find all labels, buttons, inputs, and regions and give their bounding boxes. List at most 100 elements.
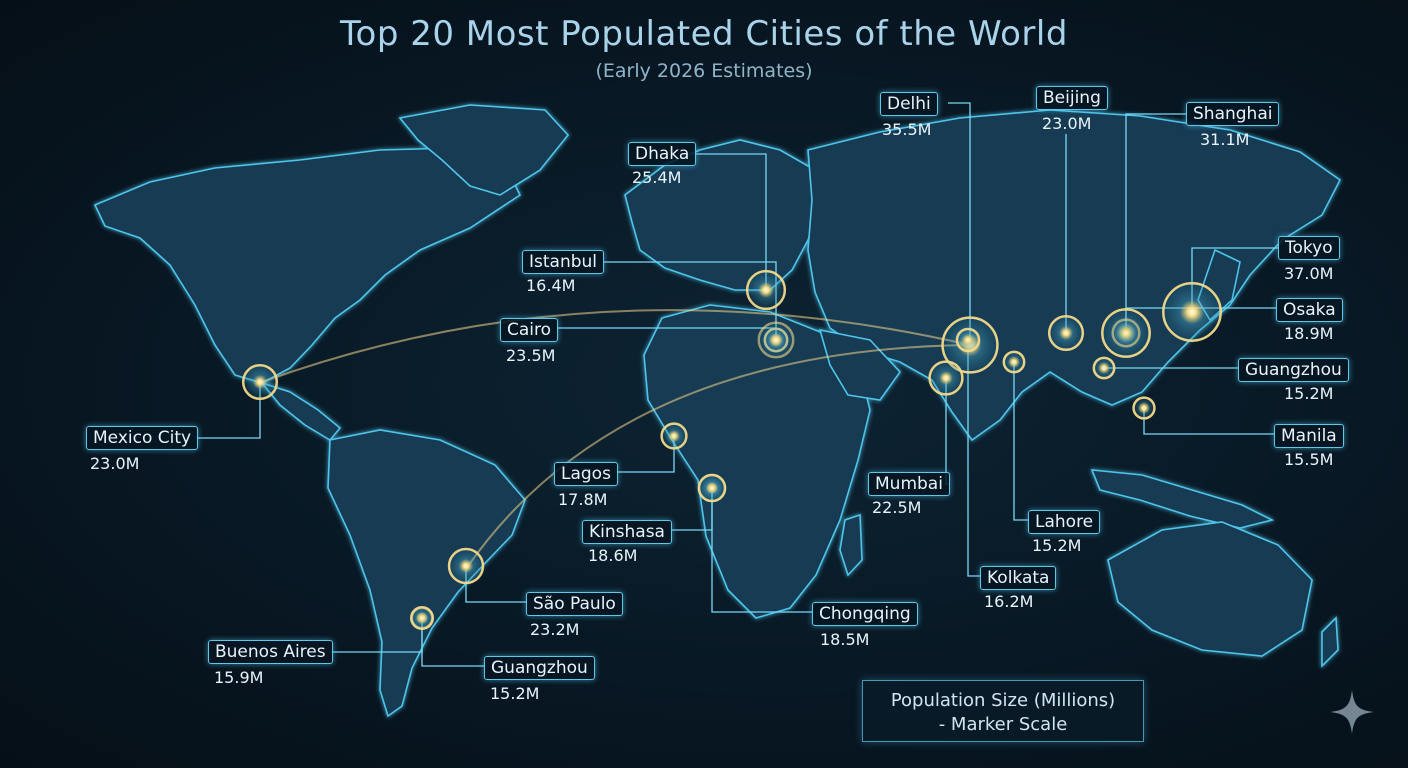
city-name-tokyo: Tokyo [1278, 236, 1340, 260]
city-name-chongqing: Chongqing [812, 602, 918, 626]
city-marker-lagos [660, 422, 688, 450]
leader-line-shanghai [1125, 113, 1186, 333]
leader-line-dhaka [692, 153, 767, 290]
marker-core [939, 371, 953, 385]
new-zealand [1321, 616, 1339, 668]
city-name-beijing: Beijing [1036, 86, 1108, 110]
city-population-osaka: 18.9M [1284, 324, 1334, 343]
city-marker-chongqing [697, 473, 727, 503]
city-name-kinshasa: Kinshasa [582, 520, 672, 544]
arc-saopaulo-to-asia [467, 344, 969, 567]
city-marker-s-o-paulo [447, 547, 485, 585]
city-population-cairo: 23.5M [506, 346, 556, 365]
marker-core [416, 612, 428, 624]
city-population-tokyo: 37.0M [1284, 264, 1334, 283]
city-population-kolkata: 16.2M [984, 592, 1034, 611]
greenland [398, 104, 570, 196]
city-population-mexico-city: 23.0M [90, 454, 140, 473]
marker-core [1138, 402, 1150, 414]
leader-line-manila [1143, 408, 1274, 435]
city-marker-beijing [1047, 314, 1085, 352]
city-population-s-o-paulo: 23.2M [530, 620, 580, 639]
city-population-buenos-aires: 15.9M [214, 668, 264, 687]
city-marker-mexico-city [241, 363, 279, 401]
australia [1107, 521, 1313, 657]
city-name-osaka: Osaka [1276, 298, 1343, 322]
city-marker-guangzhou [410, 606, 434, 630]
marker-core [458, 558, 474, 574]
city-population-lagos: 17.8M [558, 490, 608, 509]
city-marker-dhaka [745, 269, 787, 311]
city-markers [241, 269, 1222, 631]
marker-core [668, 430, 680, 442]
north-america [93, 147, 522, 384]
city-population-lahore: 15.2M [1032, 536, 1082, 555]
city-marker-osaka [1111, 318, 1141, 348]
sparkle-icon [1330, 690, 1374, 734]
central-america [259, 381, 342, 442]
city-name-manila: Manila [1274, 424, 1344, 448]
city-name-guangzhou: Guangzhou [1238, 358, 1349, 382]
leader-line-chongqing [711, 488, 812, 613]
southeast-asia-islands [1090, 469, 1275, 529]
city-name-s-o-paulo: São Paulo [526, 592, 623, 616]
city-name-mexico-city: Mexico City [86, 426, 199, 450]
city-population-delhi: 35.5M [882, 120, 932, 139]
asia [807, 109, 1342, 442]
marker-core [1120, 327, 1132, 339]
city-name-lagos: Lagos [554, 462, 618, 486]
legend-text: Population Size (Millions) - Marker Scal… [863, 689, 1143, 737]
city-population-istanbul: 16.4M [526, 276, 576, 295]
city-population-kinshasa: 18.6M [588, 546, 638, 565]
marker-core [1098, 362, 1110, 374]
city-population-guangzhou: 15.2M [1284, 384, 1334, 403]
city-marker-lahore [1002, 350, 1026, 374]
arc-mexico-to-asia [261, 309, 971, 383]
city-marker-cairo [757, 321, 795, 359]
city-marker-kolkata [955, 327, 981, 353]
arabia [818, 328, 902, 401]
leader-line-kolkata [967, 340, 980, 577]
marker-core [1008, 356, 1020, 368]
city-population-guangzhou: 15.2M [490, 684, 540, 703]
madagascar [839, 513, 863, 577]
marker-core [252, 374, 268, 390]
city-population-shanghai: 31.1M [1200, 130, 1250, 149]
city-name-guangzhou: Guangzhou [484, 656, 595, 680]
leader-line-mexico-city [196, 382, 261, 439]
city-name-delhi: Delhi [880, 92, 938, 116]
leader-line-guangzhou [421, 618, 484, 667]
map-subtitle: (Early 2026 Estimates) [595, 60, 813, 82]
city-population-beijing: 23.0M [1042, 114, 1092, 133]
leader-line-istanbul [604, 261, 777, 340]
city-name-mumbai: Mumbai [868, 472, 950, 496]
europe [624, 139, 821, 291]
city-name-istanbul: Istanbul [522, 250, 605, 274]
city-name-lahore: Lahore [1028, 510, 1101, 534]
city-population-chongqing: 18.5M [820, 630, 870, 649]
marker-core [768, 332, 784, 348]
leader-line-delhi [948, 102, 971, 345]
city-marker-tokyo [1162, 282, 1222, 342]
legend-box: Population Size (Millions) - Marker Scal… [862, 680, 1144, 742]
city-marker-manila [1132, 396, 1156, 420]
city-name-kolkata: Kolkata [980, 566, 1057, 590]
marker-core [706, 482, 718, 494]
city-name-shanghai: Shanghai [1186, 102, 1280, 126]
legend-title: Population Size (Millions) [890, 690, 1116, 711]
city-population-manila: 15.5M [1284, 450, 1334, 469]
city-marker-mumbai [928, 360, 964, 396]
continents [93, 104, 1342, 718]
marker-core [962, 334, 974, 346]
marker-core [1058, 325, 1074, 341]
legend-subtitle: - Marker Scale [938, 714, 1068, 735]
city-name-cairo: Cairo [500, 318, 559, 342]
marker-core [1179, 299, 1205, 325]
city-population-dhaka: 25.4M [632, 168, 682, 187]
city-name-dhaka: Dhaka [628, 142, 697, 166]
city-population-mumbai: 22.5M [872, 498, 922, 517]
connection-arcs [261, 309, 971, 567]
marker-core [758, 282, 774, 298]
city-name-buenos-aires: Buenos Aires [208, 640, 333, 664]
